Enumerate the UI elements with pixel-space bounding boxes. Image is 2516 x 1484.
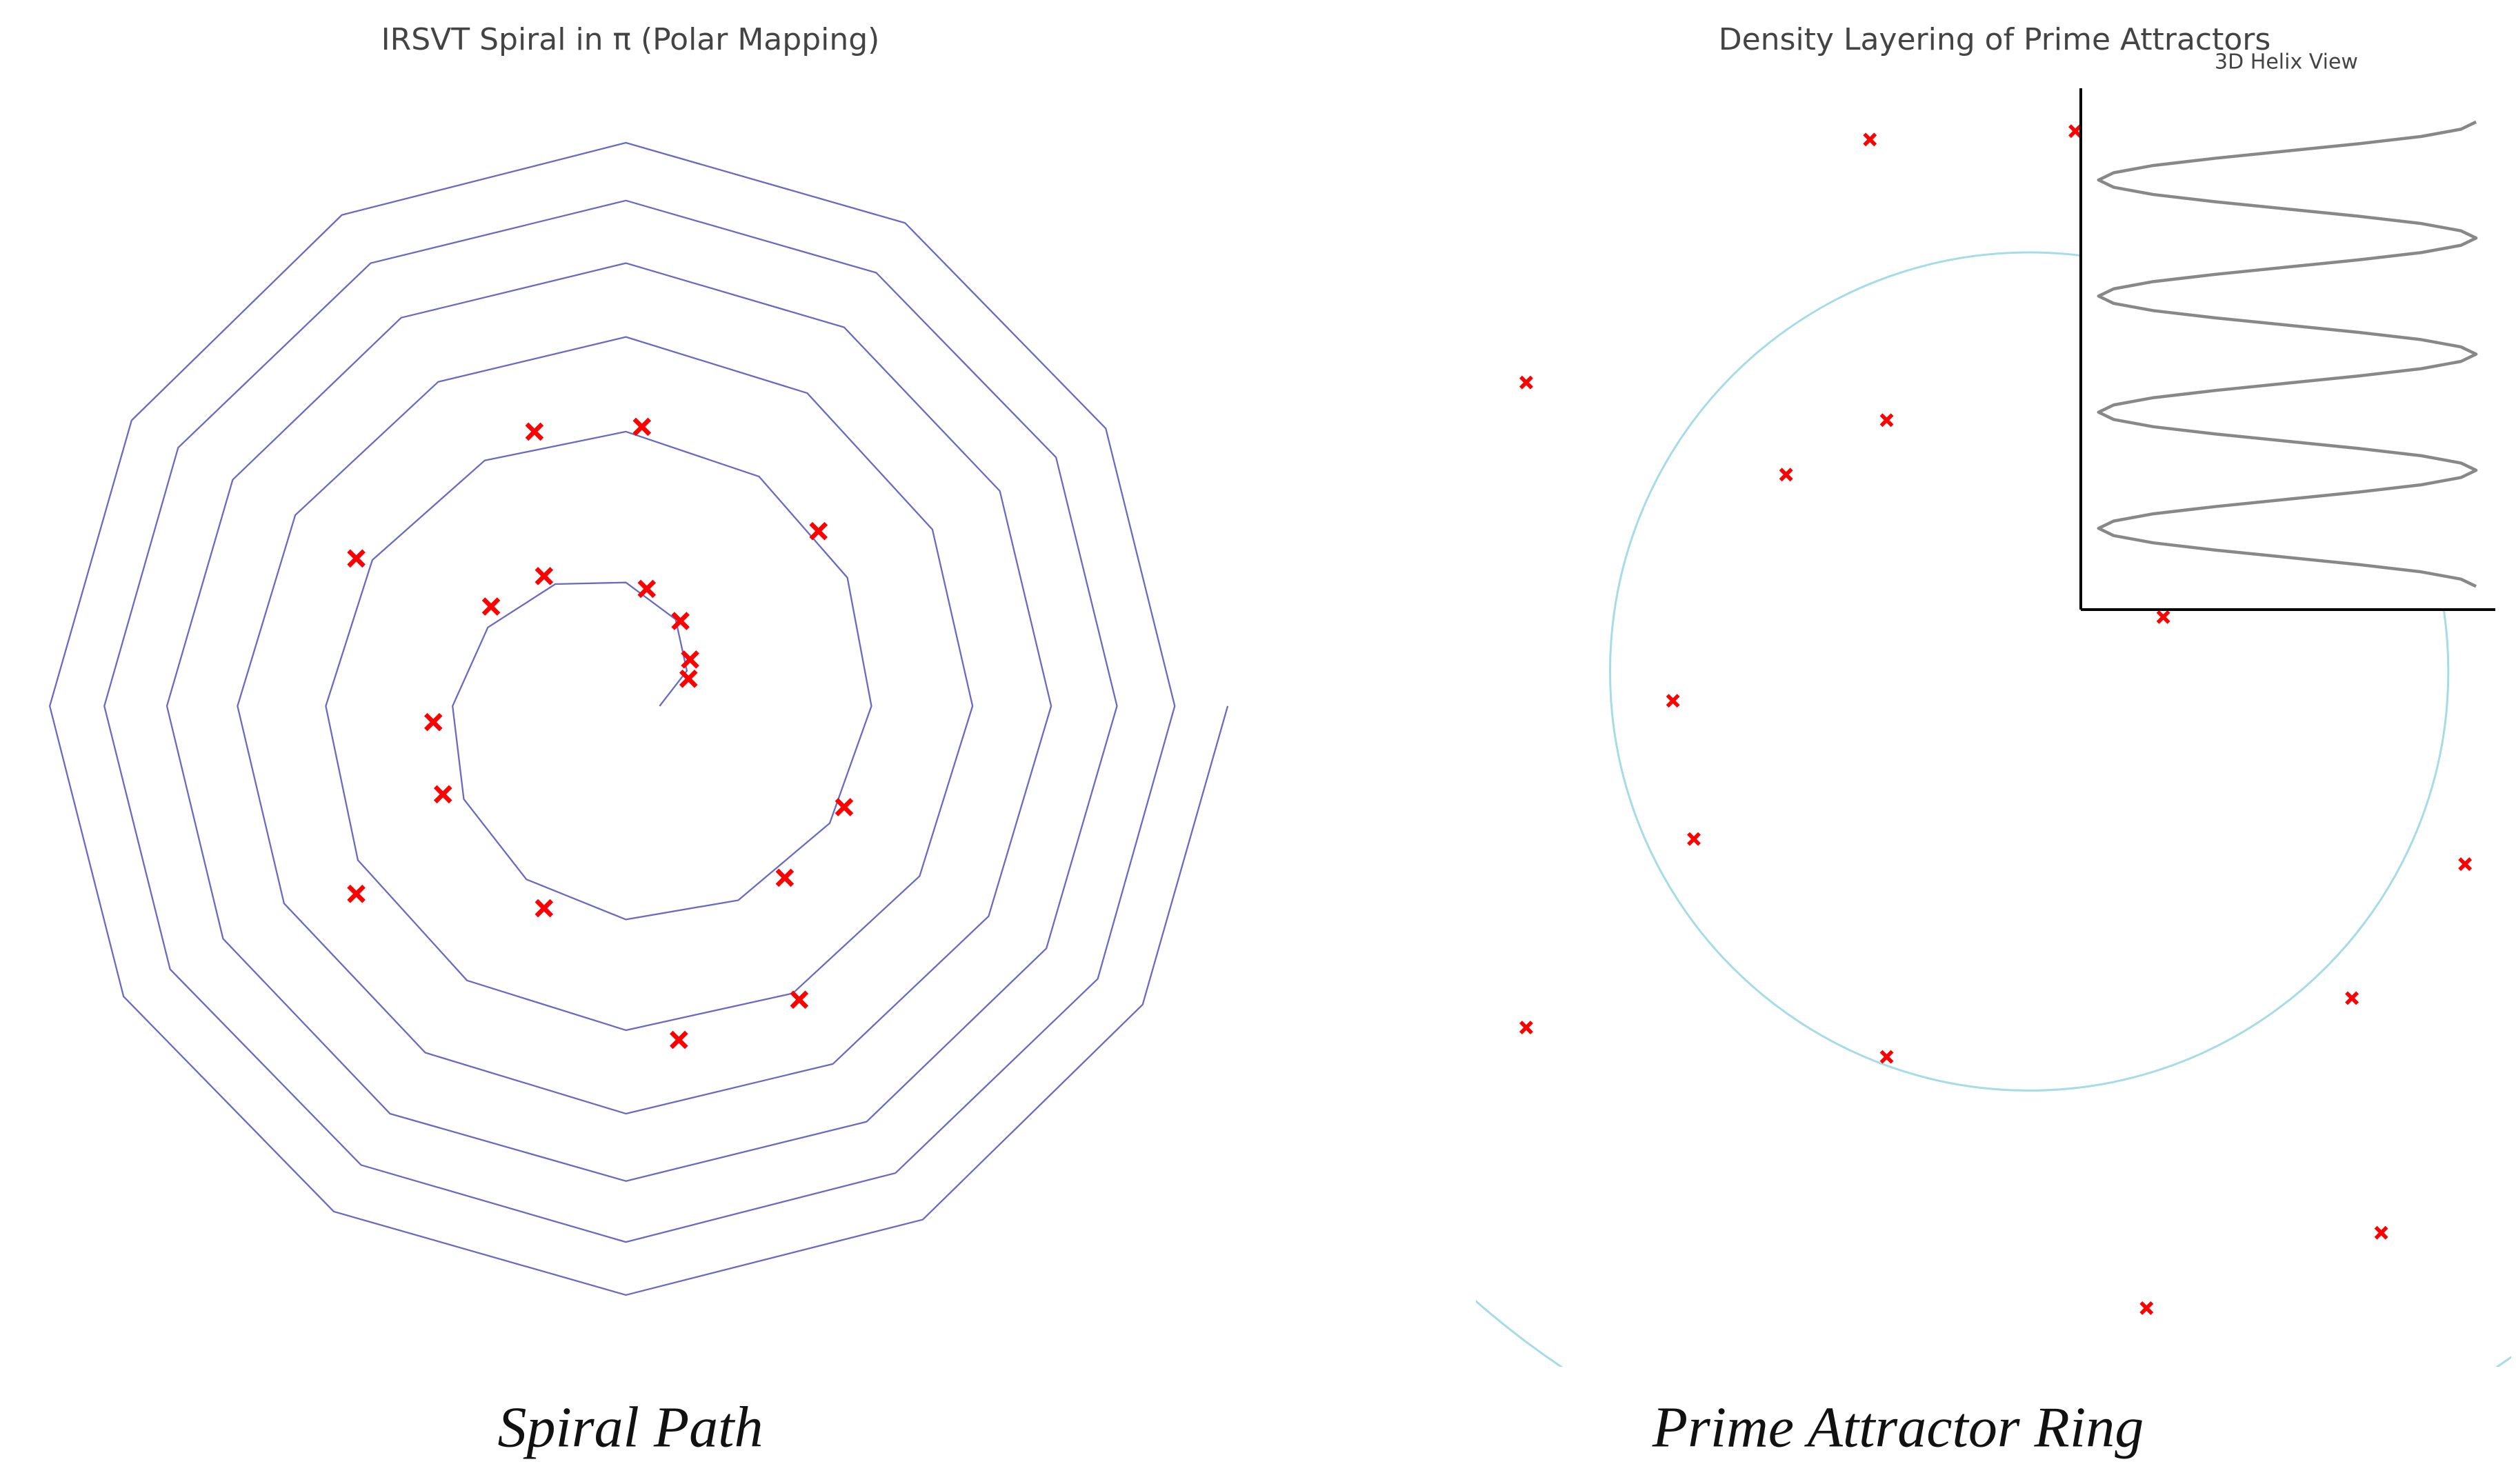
marker bbox=[2068, 124, 2082, 139]
marker bbox=[669, 1030, 688, 1050]
chart-title: Density Layering of Prime Attractors bbox=[1719, 22, 2271, 57]
marker bbox=[1519, 375, 1533, 390]
marker bbox=[2156, 610, 2170, 624]
marker bbox=[637, 579, 657, 599]
marker bbox=[347, 549, 366, 568]
marker bbox=[1666, 694, 1680, 708]
marker bbox=[1863, 132, 1877, 147]
marker bbox=[481, 597, 501, 616]
marker bbox=[423, 712, 443, 732]
marker bbox=[433, 785, 452, 804]
marker bbox=[632, 417, 652, 437]
chart bbox=[48, 141, 1229, 1296]
marker bbox=[1687, 832, 1701, 846]
marker bbox=[671, 612, 690, 630]
marker bbox=[681, 650, 699, 669]
caption: Prime Attractor Ring bbox=[1652, 1395, 2144, 1459]
marker bbox=[535, 899, 554, 918]
inset-background bbox=[2081, 88, 2495, 610]
marker bbox=[2374, 1225, 2388, 1240]
chart-title: 3D Helix View bbox=[2215, 50, 2358, 74]
chart-title: IRSVT Spiral in π (Polar Mapping) bbox=[381, 22, 880, 57]
marker bbox=[790, 990, 809, 1010]
marker bbox=[2458, 857, 2473, 872]
marker bbox=[347, 884, 366, 903]
marker bbox=[835, 798, 854, 816]
marker bbox=[679, 670, 698, 688]
inset-chart bbox=[2079, 88, 2495, 611]
curve bbox=[2097, 120, 2478, 588]
marker bbox=[535, 567, 554, 585]
marker bbox=[775, 868, 795, 888]
marker bbox=[1879, 413, 1894, 428]
marker bbox=[2345, 991, 2359, 1005]
marker bbox=[1779, 468, 1793, 482]
marker bbox=[1519, 1021, 1533, 1034]
marker bbox=[525, 422, 544, 441]
chart bbox=[1476, 124, 2511, 1367]
curve bbox=[48, 141, 1229, 1296]
marker bbox=[1879, 1050, 1894, 1064]
marker bbox=[2139, 1301, 2154, 1315]
ring bbox=[1608, 251, 2450, 1092]
caption: Spiral Path bbox=[497, 1395, 763, 1459]
marker bbox=[809, 521, 828, 541]
